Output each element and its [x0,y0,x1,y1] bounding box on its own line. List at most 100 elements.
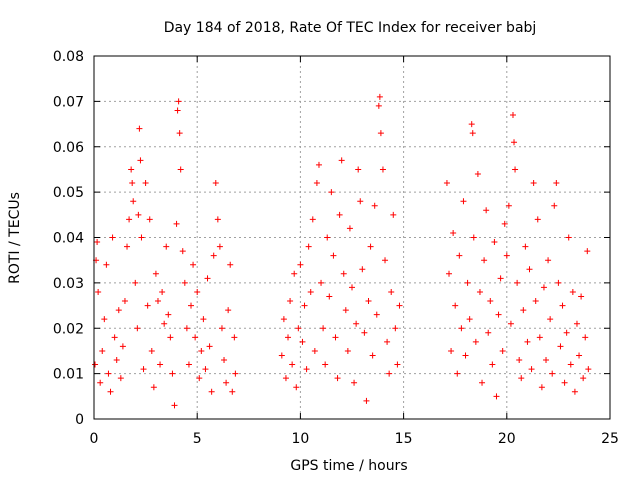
data-point [388,288,395,295]
data-point [522,243,529,250]
data-point [493,393,500,400]
data-point [507,320,514,327]
data-point [130,198,137,205]
data-point [307,288,314,295]
data-point [227,261,234,268]
data-point [472,338,479,345]
data-point [202,366,209,373]
data-point [171,402,178,409]
x-tick-label: 0 [90,431,99,447]
data-point [551,202,558,209]
data-point [111,334,118,341]
data-point [212,180,219,187]
chart-title: Day 184 of 2018, Rate Of TEC Index for r… [164,20,537,36]
data-point [369,352,376,359]
data-point [144,302,151,309]
data-point [194,288,201,295]
x-tick-label: 20 [498,431,516,447]
data-point [386,370,393,377]
data-point [137,157,144,164]
data-point [183,325,190,332]
data-point [390,211,397,218]
data-point [92,361,99,368]
data-point [176,130,183,137]
data-point [115,307,122,314]
data-point [322,361,329,368]
data-point [569,288,576,295]
data-point [545,257,552,264]
data-point [340,270,347,277]
data-point [124,243,131,250]
data-point [200,316,207,323]
data-point [103,261,110,268]
data-point [394,361,401,368]
data-point [173,220,180,227]
data-point [154,298,161,305]
data-point [470,234,477,241]
y-axis-label: ROTI / TECUs [7,192,23,284]
data-point [346,225,353,232]
data-point [305,243,312,250]
data-point [479,379,486,386]
data-point [503,252,510,259]
data-point [148,347,155,354]
data-point [119,343,126,350]
data-point [450,229,457,236]
data-point [512,166,519,173]
data-point [483,207,490,214]
data-point [376,93,383,100]
data-point [353,320,360,327]
data-point [584,248,591,255]
data-point [363,397,370,404]
data-point [375,102,382,109]
data-point [328,189,335,196]
data-point [543,357,550,364]
data-point [330,252,337,259]
data-point [105,370,112,377]
data-point [324,234,331,241]
data-point [476,288,483,295]
data-point [342,307,349,314]
data-point [289,361,296,368]
data-point [456,252,463,259]
data-point [571,388,578,395]
data-point [210,252,217,259]
data-point [524,338,531,345]
data-point [567,361,574,368]
data-point [129,180,136,187]
data-point [167,334,174,341]
data-point [578,293,585,300]
data-point [481,257,488,264]
data-point [382,257,389,264]
data-point [462,352,469,359]
data-point [223,379,230,386]
data-point [396,302,403,309]
data-point [161,320,168,327]
x-tick-label: 15 [395,431,413,447]
data-point [458,325,465,332]
data-point [157,361,164,368]
data-point [454,370,461,377]
axis-ticks: 0 5 10 15 20 25 0 0.01 0.02 0.03 0.04 0.05 0.06 0.07 0… [53,49,619,447]
data-point [464,279,471,286]
data-point [293,384,300,391]
data-point [175,98,182,105]
data-point [117,375,124,382]
data-point [311,347,318,354]
data-point [361,329,368,336]
data-point [132,279,139,286]
data-point [549,370,556,377]
data-point [107,388,114,395]
data-point [334,375,341,382]
data-point [169,370,176,377]
data-point [185,361,192,368]
plot-frame [93,55,611,420]
data-point [152,270,159,277]
data-point [468,121,475,128]
data-point [553,180,560,187]
data-point [534,216,541,223]
data-point [373,311,380,318]
data-point [196,375,203,382]
data-point [216,243,223,250]
data-point [489,361,496,368]
